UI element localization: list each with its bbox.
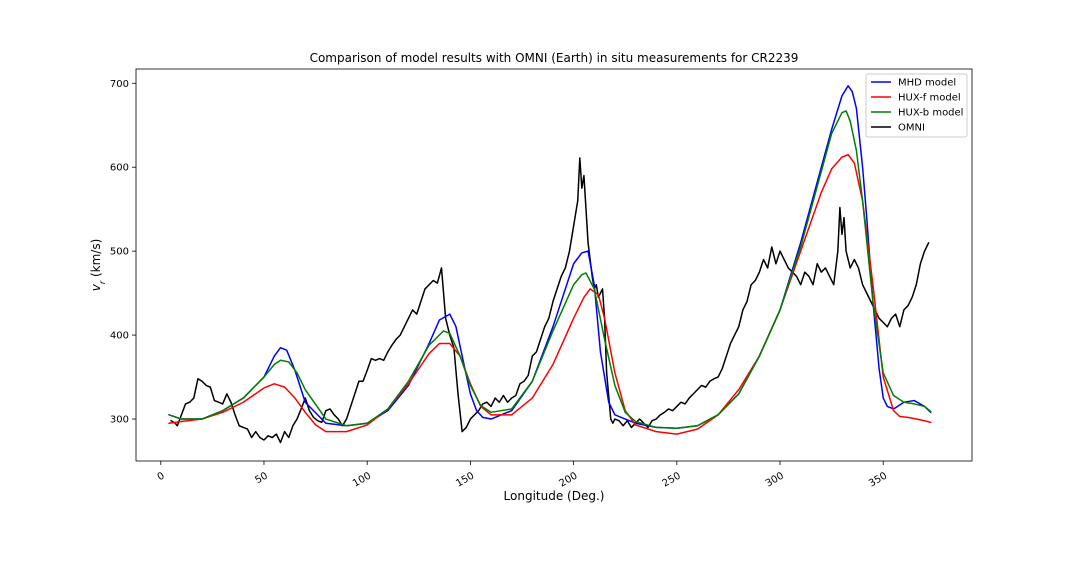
x-axis: 0 50 100 150 200 250 300 350 [156,461,889,490]
y-tick-label: 400 [110,331,129,342]
series-line-hux-b-model [168,110,932,430]
legend-label: HUX-b model [898,108,963,119]
x-tick-label: 50 [253,471,270,487]
x-tick-label: 100 [351,471,373,490]
y-tick-label: 500 [110,247,129,258]
series-layer [168,85,932,444]
x-tick-label: 250 [661,471,683,490]
chart-title: Comparison of model results with OMNI (E… [310,51,799,65]
legend-label: HUX-f model [898,93,961,104]
x-axis-label: Longitude (Deg.) [504,489,605,503]
series-line-mhd-model [168,85,932,430]
legend-items: MHD model HUX-f model HUX-b model OMNI [871,78,963,134]
legend-box [865,73,968,138]
y-axis-label-symbol: v [89,283,103,291]
x-tick-label: 0 [156,471,167,484]
y-tick-label: 300 [110,415,129,426]
x-tick-label: 350 [867,471,889,490]
series-line-hux-f-model [168,153,932,435]
y-axis: 300 400 500 600 700 [110,79,136,426]
legend: MHD model HUX-f model HUX-b model OMNI [865,73,968,138]
y-tick-label: 600 [110,163,129,174]
y-tick-label: 700 [110,79,129,90]
series-line-omni [170,157,930,444]
y-axis-label-subscript: r [98,280,107,284]
x-tick-label: 300 [764,471,786,490]
x-tick-label: 150 [454,471,476,490]
legend-label: OMNI [898,123,925,134]
y-axis-label-unit: (km/s) [89,239,103,281]
legend-label: MHD model [898,78,956,89]
plot-area [135,68,973,462]
y-axis-label: vr (km/s) [89,239,107,292]
x-tick-label: 200 [557,471,579,490]
